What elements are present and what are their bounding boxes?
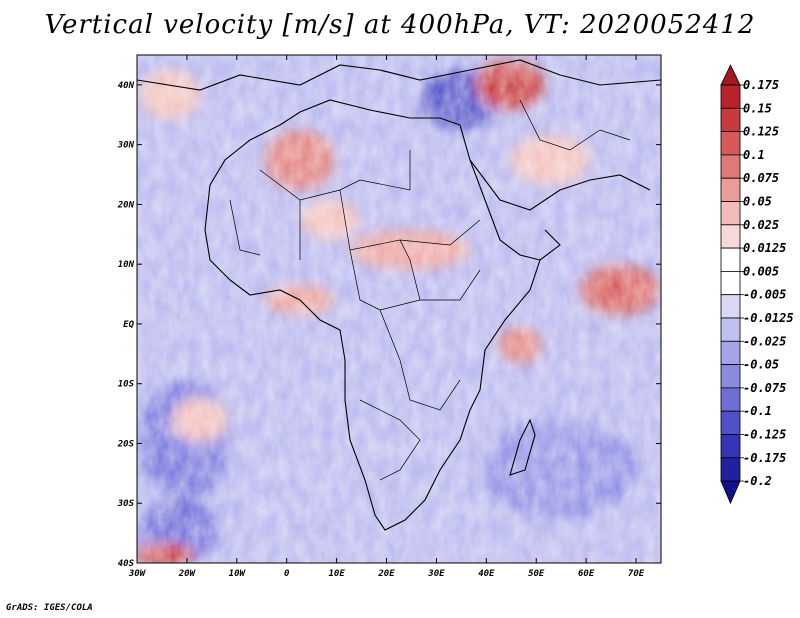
velocity-field: [137, 55, 661, 563]
colorbar-label: -0.005: [743, 288, 786, 302]
lat-label: 10S: [118, 380, 135, 390]
map-title: Vertical velocity [m/s] at 400hPa, VT: 2…: [44, 10, 756, 40]
lon-label: 20W: [178, 569, 197, 579]
colorbar-label: -0.125: [743, 428, 786, 442]
colorbar-swatch: [720, 410, 741, 435]
lat-label: 40N: [118, 81, 135, 91]
colorbar-swatch: [720, 364, 741, 389]
colorbar-swatch: [720, 224, 741, 249]
lat-label: 30S: [117, 499, 135, 509]
lon-label: 40E: [478, 569, 495, 579]
colorbar-top-arrow: [720, 64, 741, 86]
lat-label: 30N: [117, 141, 135, 151]
colorbar-swatch: [720, 201, 741, 226]
lat-label: EQ: [123, 320, 134, 330]
colorbar-label: 0.15: [743, 101, 772, 115]
colorbar: 0.175 0.15 0.125 0.1 0.075 0.05 0.025 0.0125 0.0…: [720, 64, 794, 505]
colorbar-swatch: [720, 387, 741, 412]
colorbar-swatch: [720, 340, 741, 365]
lon-label: 0: [284, 569, 290, 579]
lat-label: 10N: [118, 260, 135, 270]
colorbar-swatch: [720, 84, 741, 109]
colorbar-swatch: [720, 270, 741, 296]
lon-label: 10W: [229, 569, 247, 579]
colorbar-swatch: [720, 154, 741, 179]
plot-frame: [136, 54, 662, 564]
colorbar-swatch: [720, 107, 741, 133]
colorbar-swatch: [720, 247, 741, 272]
colorbar-swatch: [720, 317, 741, 342]
lon-label: 70E: [628, 569, 645, 579]
lon-label: 10E: [328, 569, 345, 579]
colorbar-label: 0.125: [743, 125, 779, 139]
colorbar-swatch: [720, 177, 741, 202]
colorbar-label: -0.1: [743, 404, 772, 418]
colorbar-label: 0.175: [743, 78, 779, 92]
colorbar-label: 0.005: [743, 264, 779, 278]
lon-label: 60E: [578, 569, 595, 579]
colorbar-label: 0.0125: [743, 241, 786, 255]
colorbar-swatch: [720, 457, 741, 482]
colorbar-label: -0.025: [743, 334, 786, 348]
lat-label: 20S: [117, 439, 135, 449]
coastlines: [137, 59, 661, 531]
lon-label: 30W: [128, 569, 147, 579]
colorbar-swatch: [720, 131, 741, 156]
lat-label: 20N: [117, 200, 135, 210]
colorbar-label: -0.2: [743, 474, 772, 488]
colorbar-swatch: [720, 294, 741, 319]
colorbar-label: 0.1: [743, 148, 765, 162]
colorbar-label: -0.075: [743, 381, 786, 395]
colorbar-label: 0.075: [743, 171, 779, 185]
lon-label: 20E: [377, 569, 395, 579]
colorbar-label: 0.025: [743, 218, 779, 232]
lat-label: 40S: [118, 559, 135, 569]
colorbar-swatch: [720, 434, 741, 459]
map-axes: 30W 20W 10W 0 10E 20E 30E 40E 50E 60E 70E 40N 30N 20N…: [117, 55, 661, 579]
colorbar-label: -0.05: [743, 358, 779, 372]
colorbar-label: 0.05: [743, 195, 772, 209]
country-borders: [229, 99, 631, 481]
credit-text: GrADS: IGES/COLA: [6, 603, 93, 613]
colorbar-label: -0.0125: [743, 311, 794, 325]
lon-label: 30E: [427, 569, 445, 579]
colorbar-bottom-arrow: [720, 480, 741, 505]
colorbar-label: -0.175: [743, 451, 786, 465]
lon-label: 50E: [528, 569, 545, 579]
